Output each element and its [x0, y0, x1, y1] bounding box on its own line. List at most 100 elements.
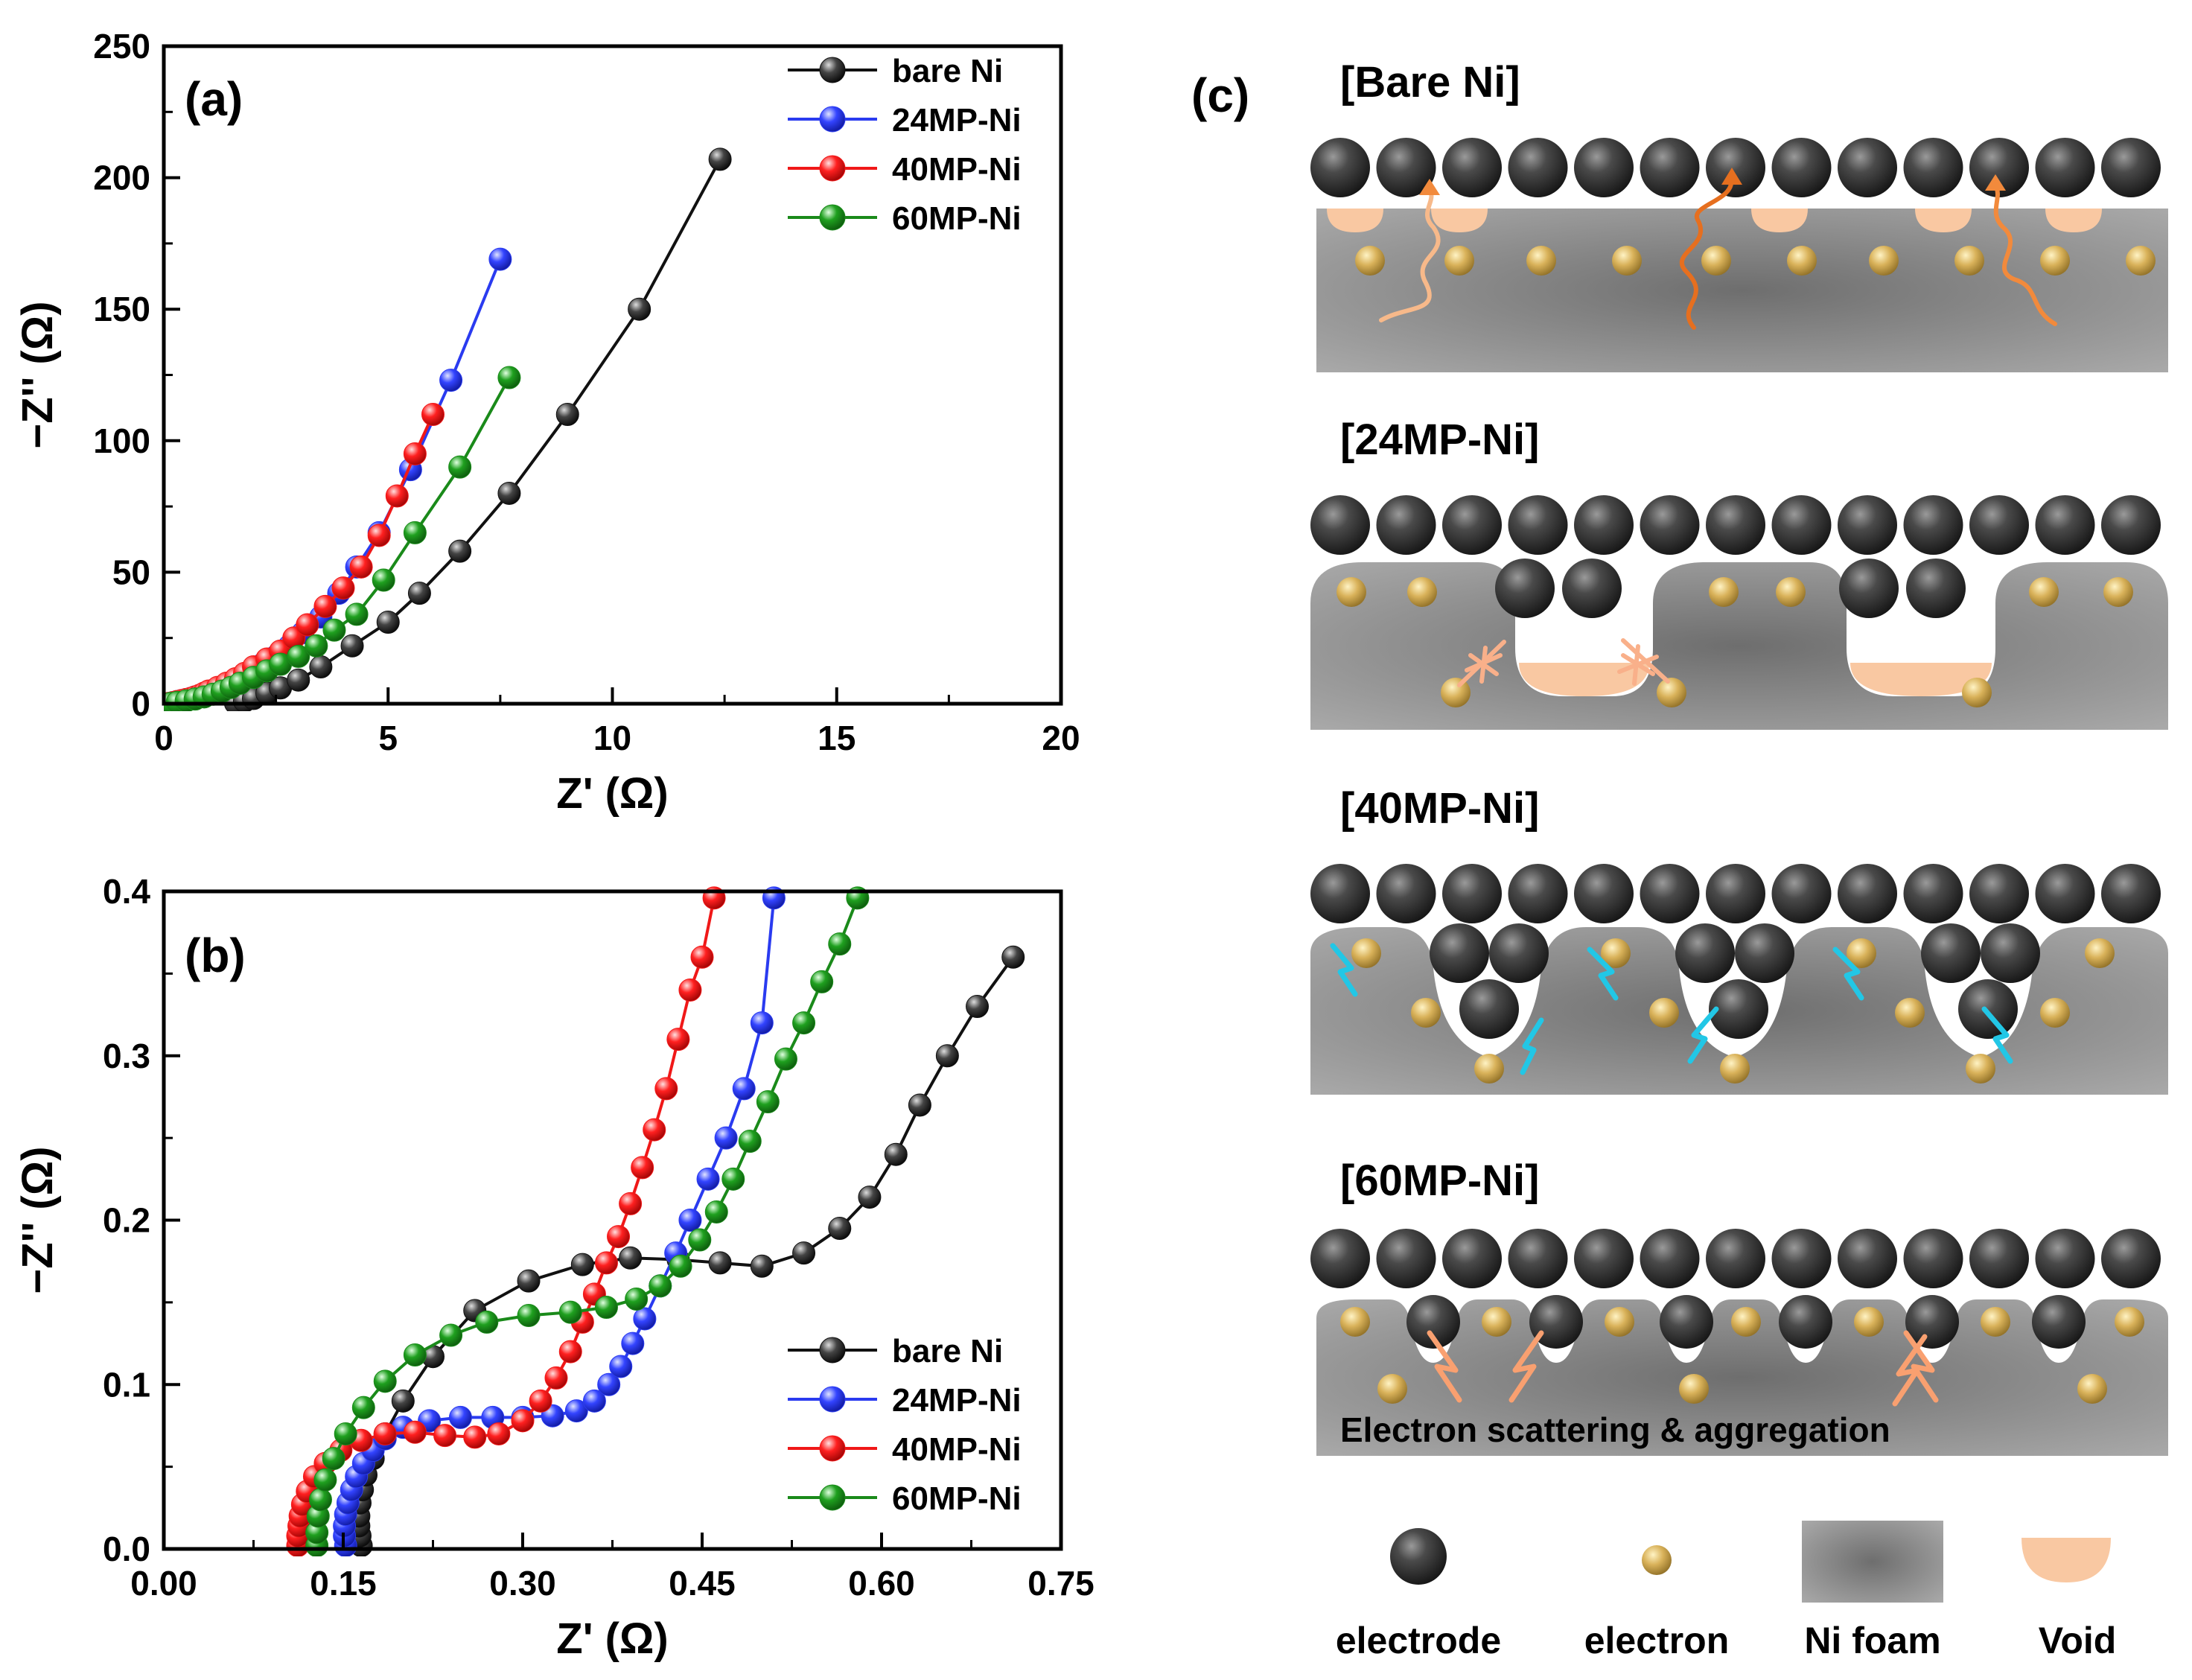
legend-marker [819, 57, 846, 83]
electron-particle [1441, 678, 1471, 707]
x-tick-label: 0.30 [489, 1564, 556, 1603]
data-point [935, 1044, 959, 1068]
electrode-particle [1640, 864, 1700, 923]
electrode-particle [1562, 559, 1622, 618]
data-point [558, 1340, 582, 1364]
electron-particle [1701, 246, 1731, 276]
data-point [1001, 945, 1025, 969]
panel-b-chart: (b) 0.00 0.15 0.30 0.45 0.60 0.75 0.0 0.1 0.2 0.3… [13, 872, 1095, 1663]
data-point [517, 1269, 541, 1293]
electrode-particle [1442, 138, 1502, 197]
x-tick-label: 5 [378, 719, 398, 757]
electrode-particle [1969, 864, 2029, 923]
x-axis-label: Z' (Ω) [556, 769, 668, 818]
legend-marker [819, 106, 846, 133]
y-tick-label: 200 [93, 159, 150, 197]
legend-marker [819, 155, 846, 182]
data-point [597, 1372, 621, 1396]
data-point [625, 1287, 649, 1311]
data-point [678, 1209, 702, 1232]
y-tick-label: 100 [93, 421, 150, 460]
data-point [497, 481, 521, 505]
electrode-particle [1376, 864, 1436, 923]
electrode-particle [1660, 1295, 1713, 1349]
electrode-particle [1969, 138, 2029, 197]
data-point [678, 978, 702, 1002]
zigzag-arrow [1832, 946, 1864, 1001]
x-tick-label: 10 [593, 719, 631, 757]
legend-electrode-label: electrode [1336, 1620, 1501, 1661]
void-shape [1915, 209, 1972, 232]
electron-particle [1649, 998, 1679, 1028]
electrode-particle [1640, 495, 1700, 555]
data-point [403, 442, 427, 465]
wavy-arrow [1679, 176, 1734, 330]
data-point [704, 1200, 728, 1224]
section-title-40mp-ni: [40MP-Ni] [1340, 784, 1539, 833]
ni-foam-slab [1310, 927, 2168, 1095]
electron-particle [2029, 577, 2059, 607]
data-point [732, 1077, 756, 1101]
arrow-head [1721, 168, 1742, 185]
legend-electron-swatch [1642, 1545, 1672, 1575]
electrode-particle [1838, 138, 1897, 197]
data-point [313, 594, 337, 618]
electron-particle [1679, 1374, 1709, 1404]
electrode-particle [1640, 1229, 1700, 1288]
electrode-particle [1709, 979, 1768, 1039]
legend-label: 24MP-Ni [892, 102, 1022, 139]
x-tick-label: 15 [818, 719, 856, 757]
void-group [1327, 209, 2102, 232]
data-point [448, 539, 472, 563]
legend-label: 60MP-Ni [892, 1480, 1022, 1517]
electron-particle [1526, 246, 1556, 276]
electrode-particle [1376, 138, 1436, 197]
electron-particle [1709, 577, 1739, 607]
data-point [529, 1389, 552, 1413]
data-point [340, 634, 364, 658]
data-point [607, 1225, 631, 1249]
data-point [966, 995, 990, 1019]
void-shape [1431, 209, 1488, 232]
legend-label: 40MP-Ni [892, 1431, 1022, 1468]
ni-foam-slab [1316, 1299, 2168, 1456]
data-point [403, 1420, 427, 1444]
legend-marker [819, 1484, 846, 1511]
legend-marker [819, 1386, 846, 1413]
data-point [708, 147, 732, 171]
electrode-particle [1838, 864, 1897, 923]
data-point [309, 655, 333, 679]
data-point [654, 1077, 678, 1101]
y-tick-label: 50 [112, 553, 150, 591]
legend-marker [819, 1337, 846, 1364]
electrode-particle [1310, 138, 1370, 197]
data-point [774, 1047, 797, 1071]
data-point [666, 1028, 690, 1051]
data-point [511, 1409, 535, 1433]
electrode-particle [1771, 495, 1832, 555]
electrode-particle [1838, 495, 1897, 555]
data-point [439, 1323, 463, 1347]
legend-ni-foam-swatch [1802, 1521, 1943, 1603]
electron-particle [1981, 1307, 2010, 1337]
legend-electrode-swatch [1390, 1528, 1447, 1585]
panel-c-schematic: (c) [Bare Ni] [24MP-Ni] [1191, 58, 2168, 1661]
scatter-arrows [1427, 1330, 1939, 1407]
data-point [287, 644, 310, 668]
x-tick-label: 0.75 [1028, 1564, 1095, 1603]
data-point [385, 484, 409, 508]
arrow-head [1419, 179, 1440, 195]
electrode-particle [1406, 1295, 1460, 1349]
ni-foam-slab [1316, 209, 2168, 372]
x-tick-label: 0.00 [130, 1564, 197, 1603]
electrode-particle [1675, 923, 1735, 983]
data-point [619, 1191, 643, 1215]
data-point [349, 555, 373, 579]
electron-particle [2085, 938, 2115, 968]
electrode-particle [1771, 1229, 1832, 1288]
electron-particle [2103, 577, 2133, 607]
electron-particle [1444, 246, 1474, 276]
void-shape [1519, 663, 1649, 696]
